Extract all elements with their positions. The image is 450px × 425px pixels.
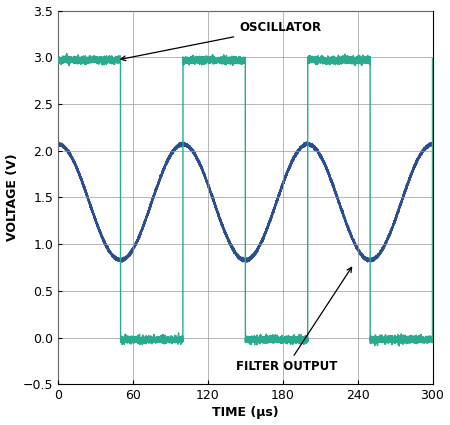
Text: FILTER OUTPUT: FILTER OUTPUT	[236, 267, 351, 374]
X-axis label: TIME (μs): TIME (μs)	[212, 406, 279, 419]
Y-axis label: VOLTAGE (V): VOLTAGE (V)	[5, 154, 18, 241]
Text: OSCILLATOR: OSCILLATOR	[121, 21, 321, 61]
